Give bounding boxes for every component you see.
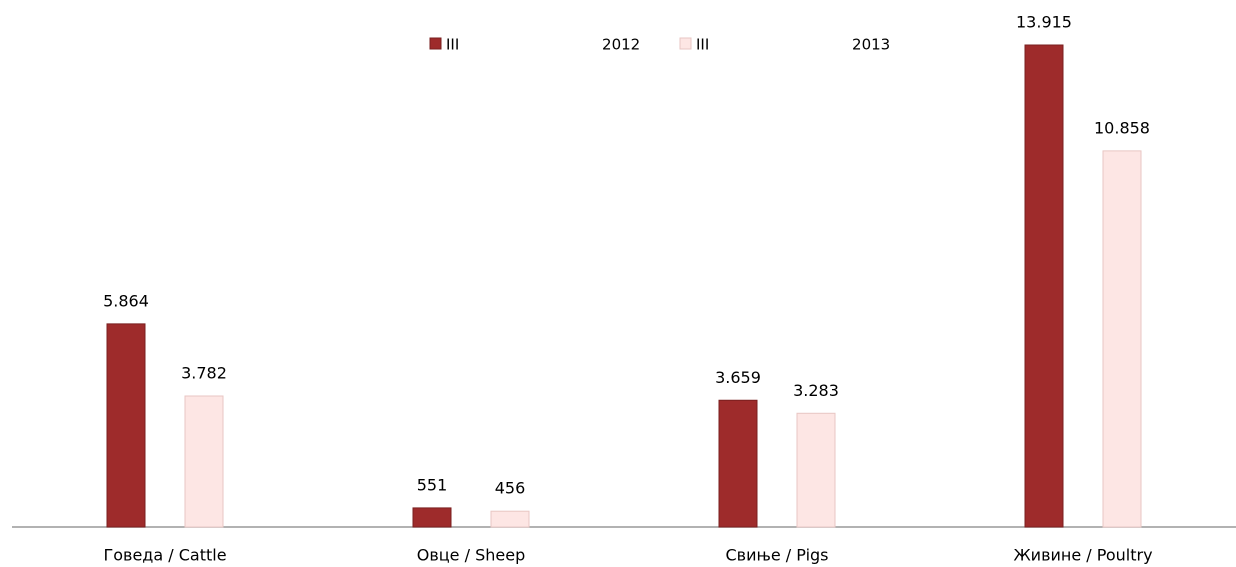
data-label: 10.858 — [1094, 118, 1150, 137]
bar — [106, 323, 146, 528]
data-label: 3.283 — [793, 381, 839, 400]
legend-label: III 2012 — [446, 36, 640, 54]
data-label: 3.782 — [181, 363, 227, 382]
x-tick-label: Овце / Sheep — [417, 546, 525, 565]
bar — [412, 507, 452, 528]
data-label: 551 — [417, 475, 448, 494]
bar — [1024, 44, 1064, 528]
legend-marker — [679, 37, 692, 50]
bar — [718, 399, 758, 528]
bar — [1102, 150, 1142, 528]
x-tick-label: Живине / Poultry — [1013, 546, 1152, 565]
bar — [490, 510, 530, 528]
legend-label: III 2013 — [696, 36, 890, 54]
data-label: 5.864 — [103, 291, 149, 310]
data-label: 13.915 — [1016, 13, 1072, 32]
bar — [184, 395, 224, 528]
bar — [796, 412, 836, 528]
x-tick-label: Говеда / Cattle — [103, 546, 226, 565]
data-label: 3.659 — [715, 368, 761, 387]
legend-marker — [429, 37, 442, 50]
x-tick-label: Свиње / Pigs — [725, 546, 828, 565]
data-label: 456 — [495, 479, 526, 498]
